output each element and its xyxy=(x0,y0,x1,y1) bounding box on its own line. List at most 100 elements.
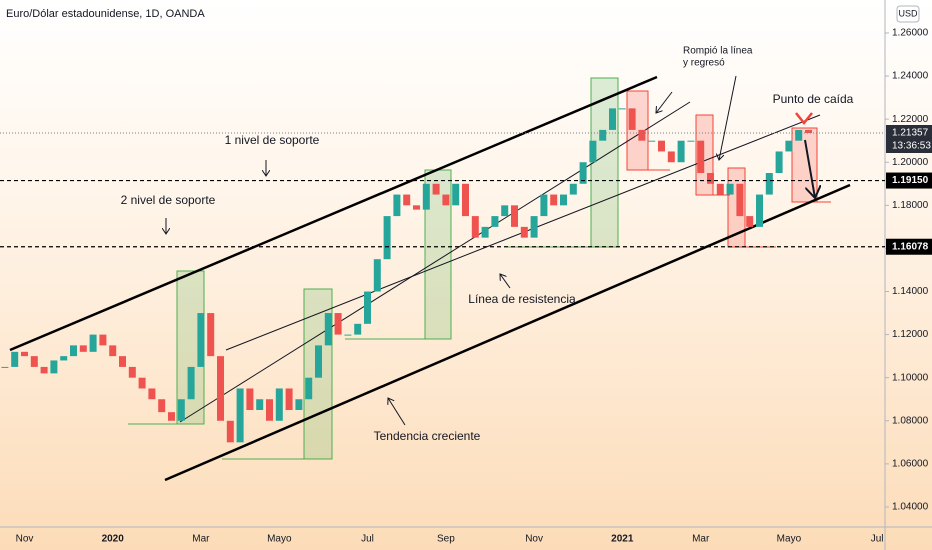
annotation: Tendencia creciente xyxy=(374,429,481,443)
currency-button[interactable] xyxy=(896,5,920,23)
candle xyxy=(550,194,558,206)
candle xyxy=(432,183,440,195)
candle xyxy=(383,216,391,260)
candle xyxy=(119,356,126,367)
candle xyxy=(148,388,156,400)
countdown: 13:36:53 xyxy=(892,141,931,152)
candle xyxy=(707,173,714,184)
candle xyxy=(462,183,469,217)
candle xyxy=(716,183,724,195)
candle xyxy=(373,259,381,292)
candle xyxy=(569,183,577,195)
last-price-tag xyxy=(886,124,932,153)
candle xyxy=(687,140,695,142)
candle xyxy=(628,108,636,130)
x-tick-label: Jul xyxy=(361,534,374,545)
candle xyxy=(501,205,509,217)
candle xyxy=(207,313,215,357)
arrow xyxy=(500,274,511,289)
candle xyxy=(609,108,616,130)
candle xyxy=(30,356,38,367)
candle xyxy=(785,140,793,152)
candle xyxy=(334,313,342,335)
y-tick-label: 1.04000 xyxy=(892,502,929,513)
chart-title: Euro/Dólar estadounidense, 1D, OANDA xyxy=(6,8,205,20)
candle xyxy=(197,313,205,367)
arrow xyxy=(804,139,815,198)
x-tick-label: Mayo xyxy=(777,534,802,545)
candle xyxy=(354,323,362,335)
candle xyxy=(70,345,77,357)
candle xyxy=(452,183,460,206)
candle xyxy=(364,291,371,324)
candle xyxy=(403,194,411,206)
red-arrow xyxy=(795,112,813,126)
y-tick-label: 1.20000 xyxy=(892,157,929,168)
candle xyxy=(109,345,117,357)
currency: USD xyxy=(898,8,918,18)
candle xyxy=(226,420,234,443)
candle xyxy=(168,412,175,421)
candle xyxy=(40,366,48,374)
candle xyxy=(560,194,567,206)
green-box xyxy=(590,77,619,248)
y-tick-label: 1.24000 xyxy=(892,71,929,82)
candle xyxy=(1,366,9,368)
x-tick-label: Jul xyxy=(871,534,884,545)
annotation: Rompió la línea xyxy=(683,46,753,57)
candle xyxy=(540,194,548,217)
annotation: Punto de caída xyxy=(773,92,854,106)
y-tick-label: 1.14000 xyxy=(892,286,929,297)
candle xyxy=(471,216,479,238)
candle xyxy=(128,366,136,378)
candle xyxy=(413,205,420,210)
upper-trendline xyxy=(9,75,658,352)
candle xyxy=(79,345,87,352)
candle xyxy=(50,360,58,374)
candle xyxy=(520,226,528,238)
candle xyxy=(805,129,812,133)
candle xyxy=(99,334,107,346)
candle xyxy=(736,183,744,217)
candle xyxy=(667,151,675,163)
x-tick-label: Nov xyxy=(525,534,543,545)
candle xyxy=(491,216,499,227)
x-tick-label: Sep xyxy=(437,534,455,545)
candle xyxy=(393,194,401,217)
annotation: Línea de resistencia xyxy=(468,292,576,306)
candle xyxy=(11,351,19,367)
level-label: 1.16078 xyxy=(892,241,929,252)
candle xyxy=(765,173,773,195)
arrow xyxy=(656,91,673,113)
candle xyxy=(756,194,763,227)
channel-line xyxy=(179,101,691,423)
y-tick-label: 1.10000 xyxy=(892,372,929,383)
candle xyxy=(775,151,783,174)
y-tick-label: 1.18000 xyxy=(892,200,929,211)
annotation: 2 nivel de soporte xyxy=(121,193,216,207)
candle xyxy=(295,399,303,411)
candle xyxy=(422,183,430,210)
x-tick-label: 2021 xyxy=(611,534,634,545)
y-tick-label: 1.22000 xyxy=(892,114,929,125)
annotation: 1 nivel de soporte xyxy=(225,133,320,147)
candle xyxy=(746,216,754,227)
candle xyxy=(589,140,597,163)
candle xyxy=(217,356,224,421)
candle xyxy=(315,345,322,378)
arrow xyxy=(719,75,737,160)
y-tick-label: 1.12000 xyxy=(892,329,929,340)
candle xyxy=(305,377,313,400)
candle xyxy=(60,356,68,361)
x-tick-label: Mar xyxy=(192,534,210,545)
candle xyxy=(158,399,166,413)
candle xyxy=(648,140,656,142)
candle xyxy=(511,205,518,227)
candle xyxy=(481,226,489,238)
arrow xyxy=(388,398,406,426)
candle xyxy=(246,388,254,411)
candle xyxy=(795,129,803,141)
candle xyxy=(677,140,685,163)
